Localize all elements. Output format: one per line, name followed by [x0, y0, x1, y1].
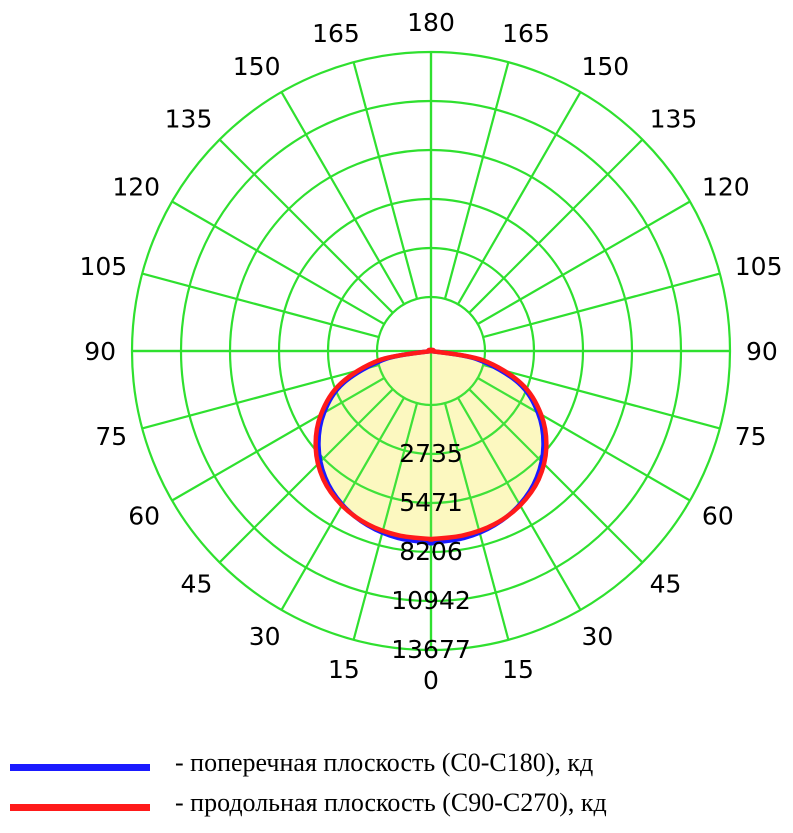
angle-tick-label: 90 [746, 337, 778, 366]
grid-spoke [482, 272, 721, 339]
radial-tick-label: 8206 [399, 537, 463, 566]
angle-tick-label: 135 [165, 104, 213, 133]
angle-tick-label: 0 [423, 666, 439, 695]
angle-tick-label: 60 [128, 502, 160, 531]
legend-item-c0-c180: - поперечная плоскость (C0-C180), кд [0, 748, 793, 788]
legend-item-c90-c270: - продольная плоскость (C90-C270), кд [0, 788, 793, 828]
grid-spoke [218, 138, 394, 314]
grid-spoke [443, 61, 510, 300]
angle-tick-label: 135 [650, 104, 698, 133]
radial-tick-label: 10942 [391, 586, 471, 615]
series-line-c90-c270 [313, 347, 549, 542]
radial-tick-label: 2735 [399, 439, 463, 468]
angle-tick-label: 45 [181, 570, 213, 599]
grid-spoke [280, 91, 405, 305]
grid-spoke [141, 363, 380, 430]
angle-tick-label: 120 [112, 173, 160, 202]
grid-spoke [468, 138, 644, 314]
grid-spoke [318, 388, 394, 544]
legend-label: - поперечная плоскость (C0-C180), кд [175, 748, 594, 777]
angle-tick-label: 15 [328, 655, 360, 684]
angle-tick-label: 45 [650, 570, 682, 599]
angle-tick-label: 105 [735, 252, 783, 281]
angle-tick-label: 15 [502, 655, 534, 684]
grid-spoke [352, 61, 419, 300]
grid-spoke [468, 388, 544, 544]
angle-tick-label: 60 [702, 502, 734, 531]
angle-tick-label: 75 [95, 422, 127, 451]
angle-tick-label: 90 [84, 337, 116, 366]
angle-tick-label: 75 [735, 422, 767, 451]
legend-label: - продольная плоскость (C90-C270), кд [175, 788, 607, 817]
legend: - поперечная плоскость (C0-C180), кд - п… [0, 748, 793, 828]
grid-spoke [482, 363, 721, 430]
grid-spoke [318, 377, 385, 502]
angle-tick-label: 105 [79, 252, 127, 281]
angle-tick-label: 165 [502, 19, 550, 48]
angle-tick-label: 30 [249, 622, 281, 651]
grid-spoke [457, 91, 582, 305]
angle-tick-label: 150 [582, 52, 630, 81]
legend-swatch-blue [10, 764, 150, 771]
radial-tick-label: 5471 [399, 488, 463, 517]
angle-tick-label: 30 [582, 622, 614, 651]
grid-spoke [443, 402, 510, 544]
angle-tick-label: 120 [702, 173, 750, 202]
grid-spoke [141, 272, 380, 339]
grid-spoke [477, 200, 691, 325]
grid-spoke [477, 377, 544, 502]
grid-spoke [352, 402, 419, 544]
angle-tick-label: 180 [407, 8, 455, 37]
grid-spoke [171, 200, 385, 325]
radial-tick-label: 13677 [391, 635, 471, 664]
legend-swatch-red [10, 804, 150, 811]
angle-tick-label: 150 [233, 52, 281, 81]
angle-tick-label: 165 [312, 19, 360, 48]
